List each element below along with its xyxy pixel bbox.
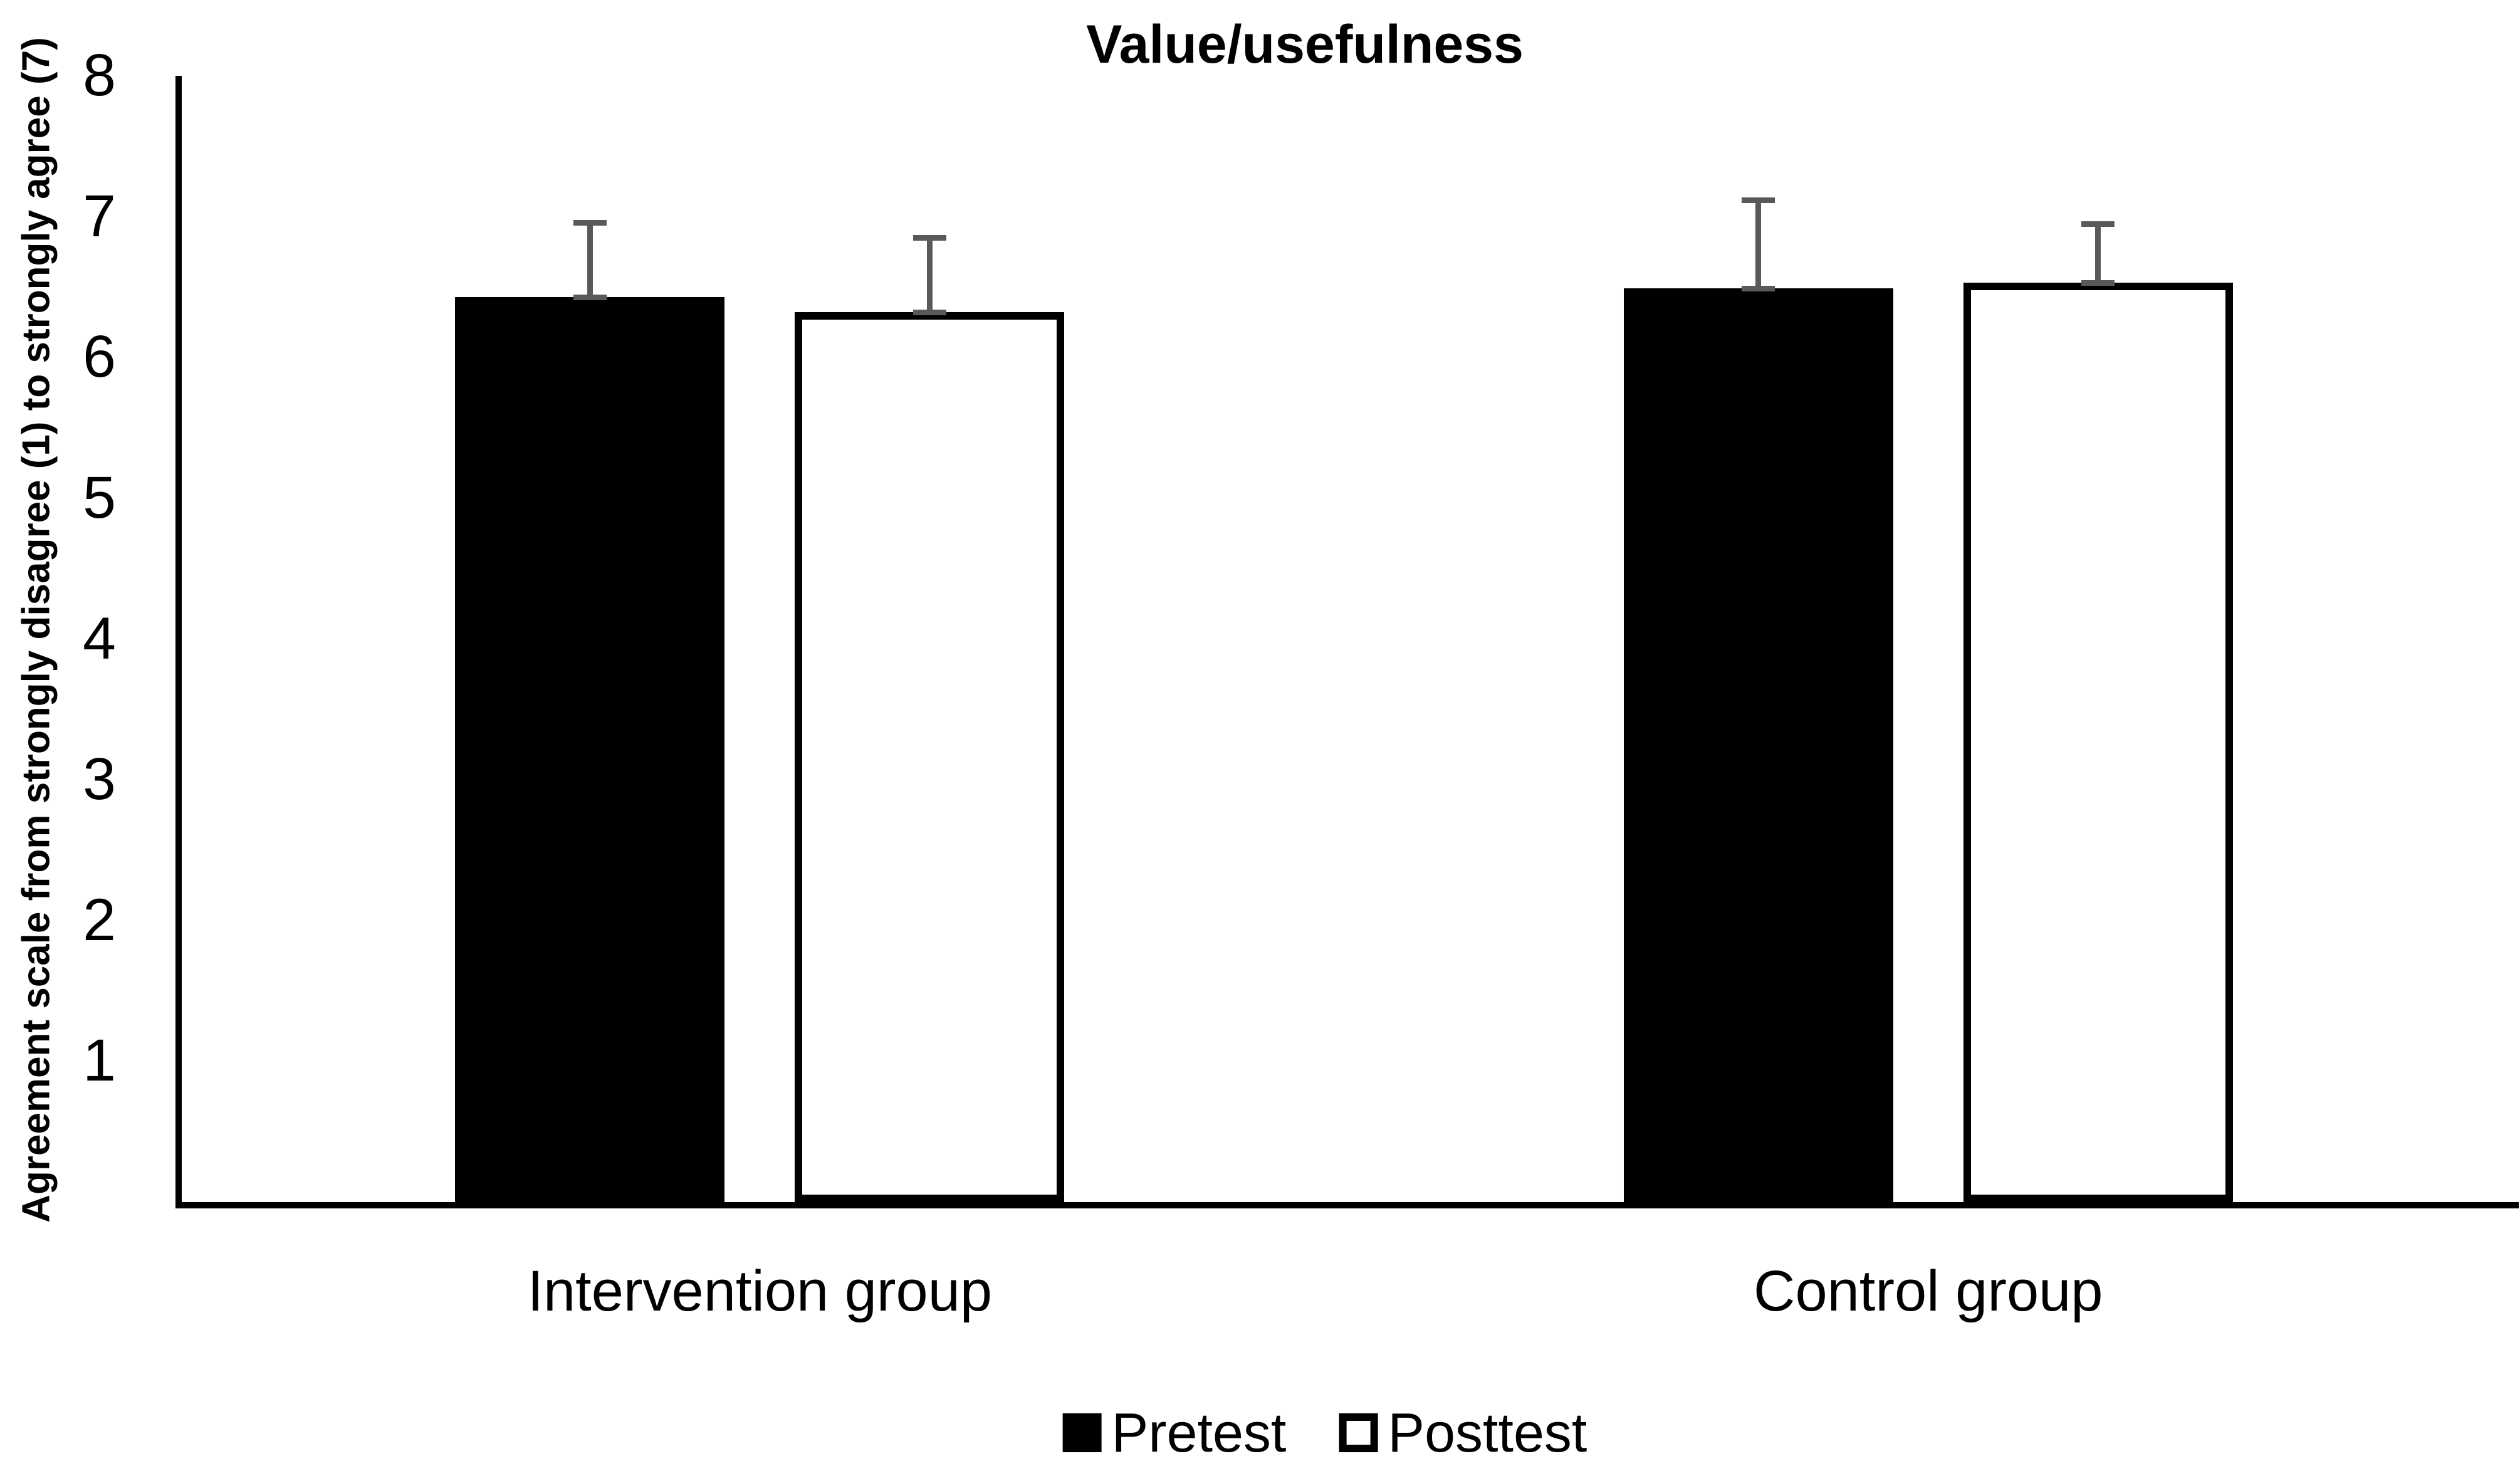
category-label-intervention: Intervention group [527,1259,993,1323]
y-tick-label-7: 7 [83,182,116,249]
error-bar-posttest-intervention [926,238,933,313]
legend-label-pretest: Pretest [1111,1401,1287,1463]
error-bar-posttest-control [2095,223,2101,283]
error-cap-base-pretest-control [1742,286,1775,292]
legend: Pretest Posttest [1062,1401,1587,1463]
bar-pretest-control [1623,288,1893,1202]
error-cap-tip-pretest-control [1742,197,1775,203]
y-tick-label-3: 3 [83,746,116,813]
error-cap-tip-posttest-control [2081,221,2115,227]
category-label-control: Control group [1754,1259,2103,1323]
bar-pretest-intervention [455,296,725,1202]
error-cap-base-posttest-control [2081,280,2115,286]
error-cap-tip-posttest-intervention [912,235,946,241]
y-tick-label-2: 2 [83,886,116,953]
y-tick-label-8: 8 [83,42,116,108]
chart-title: Value/usefulness [1086,14,1524,75]
y-tick-label-6: 6 [83,323,116,390]
error-cap-base-pretest-intervention [573,294,607,300]
bar-posttest-intervention [795,312,1065,1202]
legend-item-posttest: Posttest [1339,1405,1587,1460]
y-tick-label-5: 5 [83,464,116,531]
y-tick-label-1: 1 [83,1027,116,1094]
plot-area [175,76,2519,1208]
error-cap-tip-pretest-intervention [573,219,607,226]
bar-posttest-control [1963,283,2233,1202]
legend-swatch-posttest [1339,1413,1378,1452]
legend-swatch-pretest [1062,1413,1102,1452]
error-cap-base-posttest-intervention [912,310,946,316]
error-bar-pretest-intervention [587,222,593,297]
error-bar-pretest-control [1755,199,1762,289]
legend-item-pretest: Pretest [1062,1401,1287,1463]
y-tick-label-4: 4 [83,605,116,672]
legend-label-posttest: Posttest [1388,1401,1587,1463]
